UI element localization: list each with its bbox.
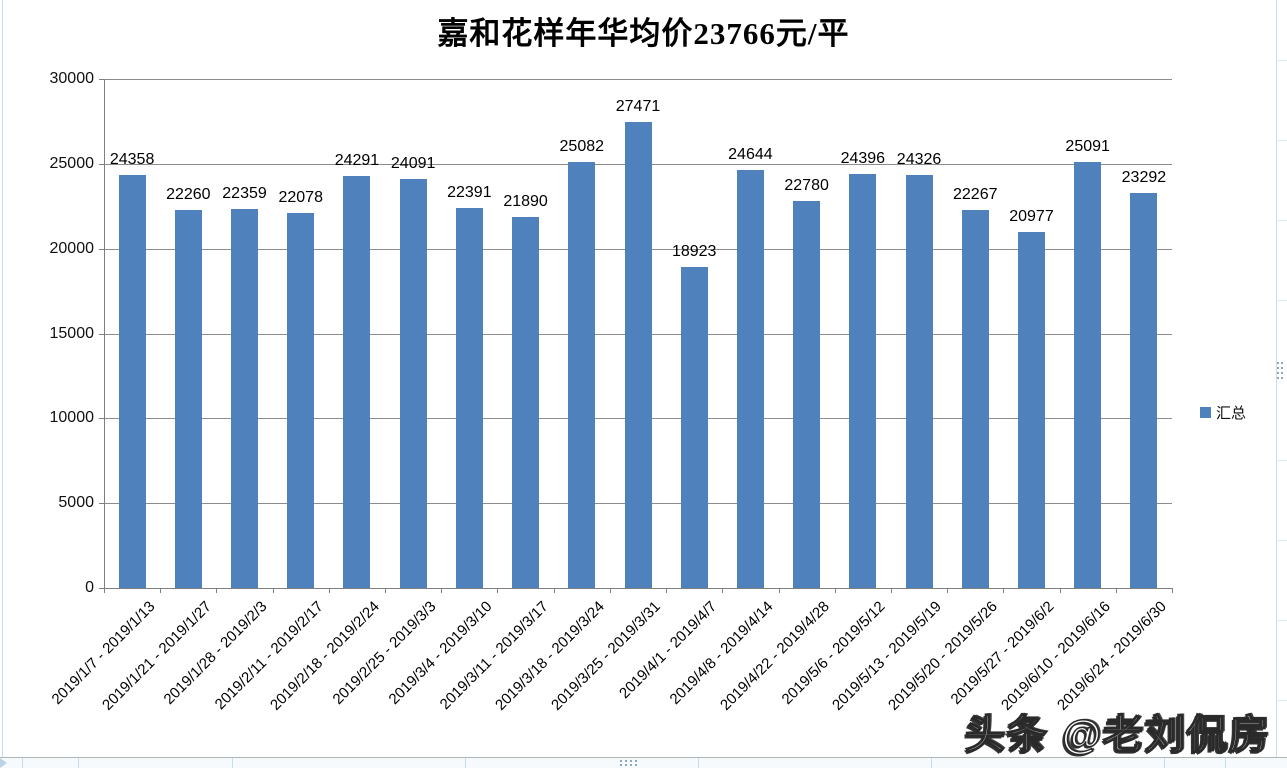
bar-value-label: 22780 [784,177,829,195]
x-axis-tick [385,588,387,593]
x-axis-tick [1003,588,1005,593]
y-axis-label: 10000 [49,409,95,427]
y-axis-tick [99,503,104,505]
y-axis-label: 0 [85,579,94,596]
watermark: 头条 @老刘侃房 [964,712,1271,758]
bar[interactable] [231,208,259,588]
y-axis-tick [99,418,104,420]
x-axis-tick [1115,588,1117,593]
bar-value-label: 25091 [1065,138,1110,156]
x-axis-tick [328,588,330,593]
bar-value-label: 24326 [896,151,942,169]
x-axis-tick [553,588,555,593]
y-axis-label: 20000 [49,239,95,257]
bar-value-label: 20977 [1009,208,1054,226]
bottom-resize-handle[interactable] [620,760,642,766]
y-axis-tick [99,248,104,250]
bar-value-label: 22267 [953,186,998,204]
x-axis-tick [441,588,443,593]
gridline-30000 [104,79,1172,80]
x-axis-tick [947,588,949,593]
bar-value-label: 22359 [222,184,267,202]
bar-value-label: 23292 [1121,168,1167,186]
legend-label: 汇总 [1216,405,1247,422]
bar-value-label: 27471 [615,97,661,115]
bar[interactable] [793,201,821,588]
worksheet-gridline-right [1276,0,1277,768]
y-axis-tick [99,333,104,335]
x-axis-line [104,588,1172,589]
x-axis-tick [666,588,668,593]
bar[interactable] [1130,192,1158,588]
bar[interactable] [174,210,202,588]
bar[interactable] [512,216,540,588]
y-axis-label: 15000 [49,324,95,342]
bar[interactable] [399,179,427,588]
x-axis-tick [1059,588,1061,593]
bar[interactable] [624,121,652,588]
y-axis-label: 25000 [49,154,95,172]
y-axis-tick [99,79,104,80]
bar[interactable] [736,169,764,588]
x-axis-tick [216,588,218,593]
bar-value-label: 24091 [390,155,436,173]
x-axis-tick [160,588,162,593]
bar[interactable] [455,208,483,588]
bar[interactable] [568,162,596,588]
worksheet-corner-marker [0,758,7,768]
bar-value-label: 24291 [334,151,380,169]
x-axis-tick [1172,588,1173,593]
bar-value-label: 21890 [503,192,548,210]
right-resize-handle[interactable] [1277,362,1283,384]
y-axis-label: 5000 [58,494,94,512]
bar-value-label: 22391 [447,184,492,202]
bar-value-label: 24644 [728,145,773,163]
legend[interactable]: 汇总 [1200,402,1246,423]
bar[interactable] [961,210,989,588]
worksheet-gridline-left [2,0,3,768]
x-axis-tick [497,588,499,593]
bar[interactable] [680,266,708,588]
x-axis-tick [834,588,836,593]
bar[interactable] [1074,162,1102,588]
x-axis-tick [778,588,780,593]
bar-value-label: 18923 [671,242,717,260]
worksheet-bottom-strip [0,758,1287,768]
x-axis-tick [609,588,611,593]
bar[interactable] [287,213,315,588]
bar-value-label: 24396 [840,150,886,168]
bar[interactable] [343,175,371,588]
y-axis-tick [99,163,104,165]
y-axis-tick [99,588,104,589]
bar[interactable] [118,174,146,588]
bar[interactable] [905,175,933,588]
bar-value-label: 22078 [278,189,323,207]
y-axis-line [104,79,105,588]
legend-swatch [1200,407,1211,418]
chart-bottom-border [0,757,1287,758]
x-axis-tick [272,588,274,593]
bar-value-label: 25082 [559,138,605,156]
x-axis-tick [890,588,892,593]
bar[interactable] [849,174,877,588]
bar[interactable] [1017,232,1045,588]
bar-value-label: 24358 [109,150,155,168]
x-axis-tick [722,588,724,593]
bar-value-label: 22260 [166,186,211,204]
chart-title: 嘉和花样年华均价23766元/平 [437,16,850,51]
x-axis-tick [104,588,105,593]
y-axis-label: 30000 [49,70,95,87]
